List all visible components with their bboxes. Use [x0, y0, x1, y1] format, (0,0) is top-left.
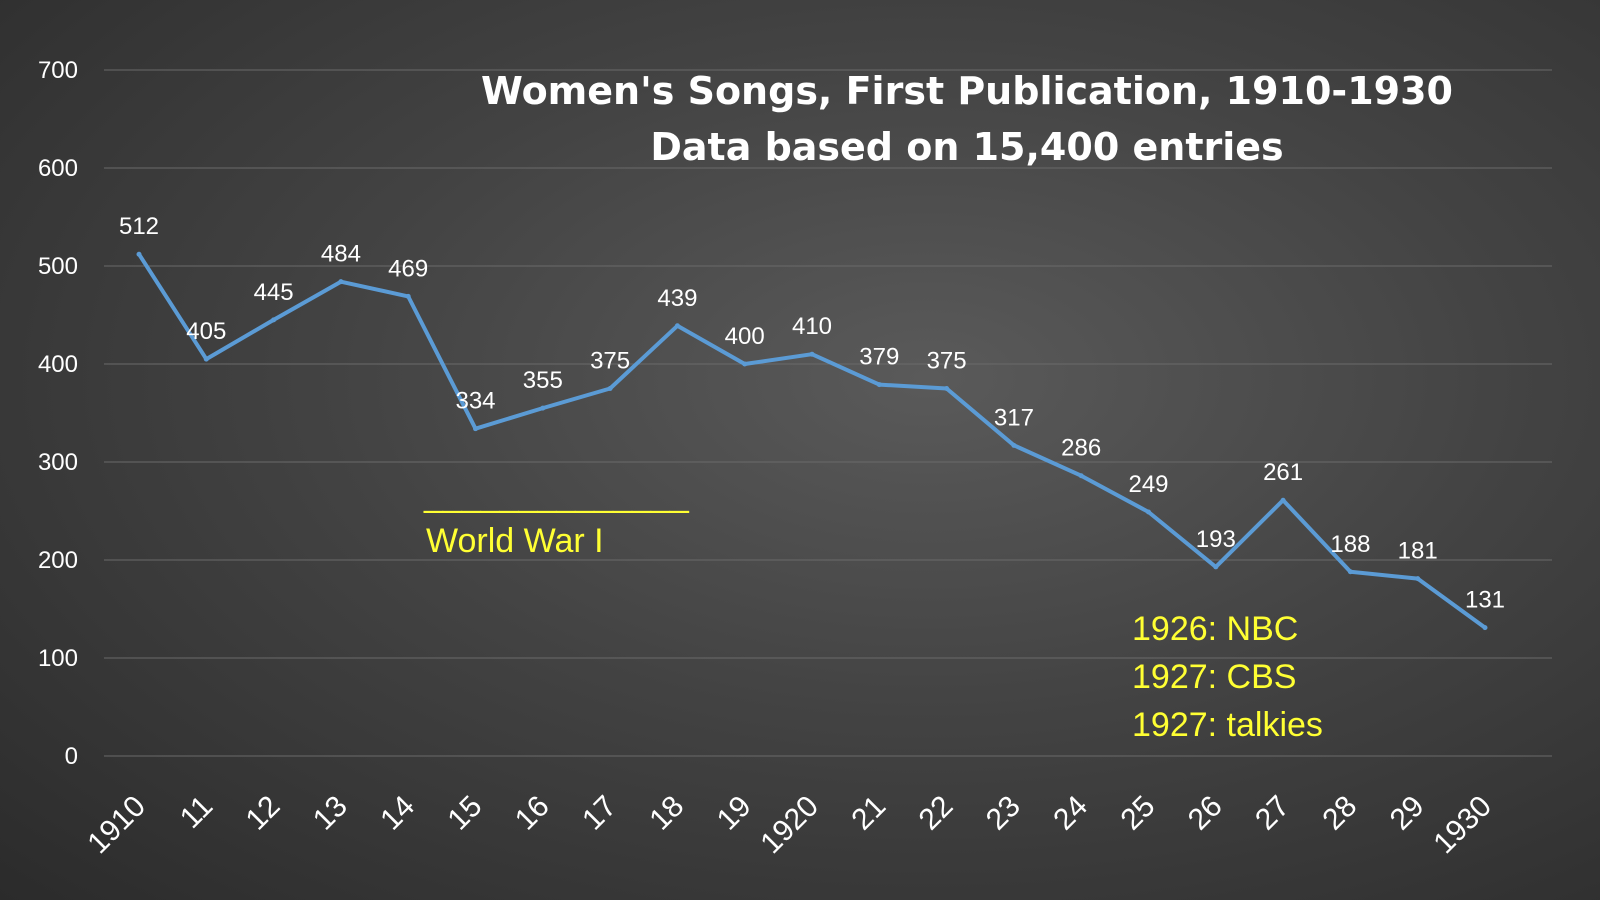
data-point — [203, 356, 209, 362]
data-point — [1011, 442, 1017, 448]
data-point — [1415, 576, 1421, 582]
data-label: 484 — [321, 241, 361, 268]
y-tick-label: 500 — [38, 253, 78, 280]
data-point — [271, 317, 277, 323]
war-underline: ______________ — [423, 476, 690, 514]
data-label: 131 — [1465, 587, 1505, 614]
data-label: 249 — [1128, 471, 1168, 498]
data-label: 400 — [725, 323, 765, 350]
data-point — [540, 405, 546, 411]
data-point — [1146, 509, 1151, 515]
y-tick-label: 600 — [38, 155, 78, 182]
series-line — [137, 252, 1487, 630]
y-axis-ticks: 0 100 200 300 400 500 600 700 — [38, 57, 78, 770]
x-tick-label: 15 — [442, 790, 489, 837]
data-label: 193 — [1196, 526, 1236, 553]
data-label: 512 — [119, 213, 159, 240]
data-point — [136, 251, 142, 257]
data-point — [1347, 569, 1353, 575]
y-tick-label: 0 — [65, 743, 78, 770]
data-point — [674, 323, 680, 329]
x-tick-label: 12 — [240, 790, 287, 837]
x-tick-label: 29 — [1384, 790, 1431, 837]
data-label: 469 — [388, 255, 428, 282]
data-label: 181 — [1398, 538, 1438, 565]
data-label: 445 — [254, 279, 294, 306]
x-tick-label: 21 — [845, 790, 892, 837]
x-tick-label: 24 — [1047, 790, 1094, 837]
x-tick-label: 23 — [980, 790, 1027, 837]
x-tick-label: 17 — [576, 790, 623, 837]
y-tick-label: 400 — [38, 351, 78, 378]
data-label: 439 — [657, 285, 697, 312]
y-tick-label: 200 — [38, 547, 78, 574]
x-tick-label: 13 — [307, 790, 354, 837]
chart-subtitle: Data based on 15,400 entries — [650, 125, 1283, 169]
x-tick-label: 16 — [509, 790, 556, 837]
x-tick-label: 1920 — [754, 790, 825, 861]
media-annotation-talkies: 1927: talkies — [1132, 706, 1323, 744]
data-point — [742, 361, 748, 367]
data-label: 286 — [1061, 435, 1101, 462]
media-annotation-cbs: 1927: CBS — [1132, 658, 1296, 696]
x-tick-label: 1930 — [1427, 790, 1498, 861]
data-label: 375 — [590, 348, 630, 375]
data-point — [944, 386, 950, 391]
data-point — [1213, 564, 1219, 570]
data-labels: 512 405 445 484 469 334 355 375 439 400 410 379 375 3… — [119, 213, 1505, 613]
x-tick-label: 18 — [643, 790, 690, 837]
data-label: 355 — [523, 367, 563, 394]
data-point — [876, 382, 882, 388]
x-tick-label: 19 — [711, 790, 758, 837]
y-tick-label: 100 — [38, 645, 78, 672]
data-point — [473, 426, 478, 432]
gridlines — [104, 69, 1552, 757]
x-tick-label: 27 — [1249, 790, 1296, 837]
x-tick-label: 11 — [174, 790, 219, 835]
data-point — [809, 351, 815, 357]
y-tick-label: 300 — [38, 449, 78, 476]
war-annotation: World War I — [426, 522, 604, 560]
data-label: 334 — [455, 388, 495, 415]
x-tick-label: 28 — [1316, 790, 1363, 837]
media-annotation-nbc: 1926: NBC — [1132, 610, 1298, 648]
data-label: 188 — [1330, 531, 1370, 558]
data-label: 410 — [792, 313, 832, 340]
x-tick-label: 14 — [374, 790, 421, 837]
data-label: 375 — [927, 348, 967, 375]
x-tick-label: 26 — [1182, 790, 1229, 837]
data-label: 405 — [186, 318, 226, 345]
data-label: 261 — [1263, 459, 1303, 486]
data-label: 317 — [994, 404, 1034, 431]
data-point — [1078, 473, 1084, 479]
x-tick-label: 22 — [913, 790, 960, 837]
x-tick-label: 1910 — [81, 790, 152, 861]
data-point — [1482, 625, 1488, 631]
data-point — [405, 293, 411, 299]
x-tick-label: 25 — [1115, 790, 1162, 837]
y-tick-label: 700 — [38, 57, 78, 84]
data-point — [607, 386, 613, 391]
chart-title: Women's Songs, First Publication, 1910-1… — [481, 69, 1453, 113]
series-line-group — [136, 251, 1488, 631]
data-point — [1280, 497, 1286, 503]
data-point — [338, 279, 344, 285]
data-label: 379 — [859, 344, 899, 371]
